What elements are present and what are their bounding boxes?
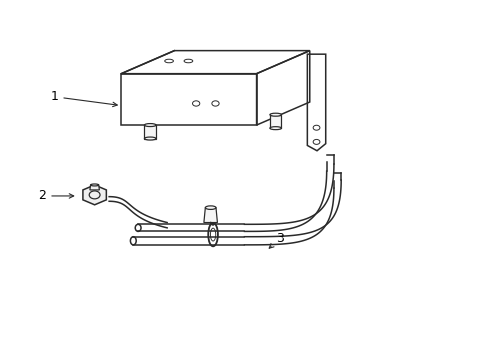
Polygon shape [269, 115, 281, 128]
Ellipse shape [205, 206, 216, 210]
Ellipse shape [269, 113, 281, 116]
Text: 3: 3 [269, 232, 283, 248]
Polygon shape [83, 185, 106, 205]
Ellipse shape [144, 137, 156, 140]
Ellipse shape [269, 127, 281, 130]
Polygon shape [144, 125, 156, 139]
Text: 1: 1 [50, 90, 117, 107]
Ellipse shape [90, 184, 99, 186]
Ellipse shape [144, 123, 156, 127]
Polygon shape [90, 185, 99, 190]
Text: 2: 2 [39, 189, 74, 202]
Polygon shape [203, 208, 217, 222]
